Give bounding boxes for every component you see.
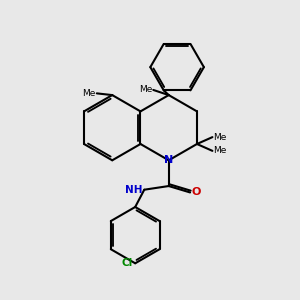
Text: O: O bbox=[192, 188, 201, 197]
Text: Me: Me bbox=[82, 89, 96, 98]
Text: Me: Me bbox=[213, 133, 227, 142]
Text: Cl: Cl bbox=[121, 258, 132, 268]
Text: NH: NH bbox=[125, 185, 143, 195]
Text: Me: Me bbox=[213, 146, 227, 155]
Text: N: N bbox=[164, 155, 173, 165]
Text: Me: Me bbox=[139, 85, 152, 94]
